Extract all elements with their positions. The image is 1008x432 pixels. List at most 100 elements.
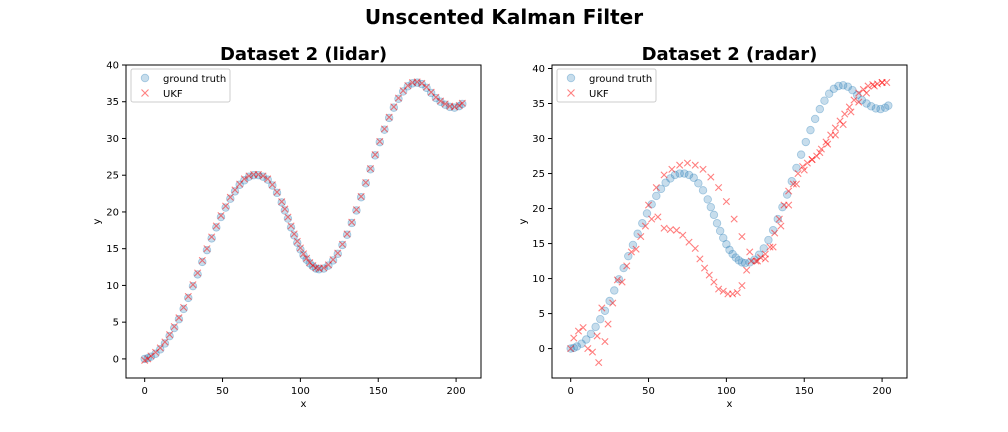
lidar-ground-truth-point [151,349,160,358]
radar-ukf-point [719,287,727,295]
lidar-ukf-point [198,256,206,265]
radar-legend-ukf-label: UKF [589,89,609,100]
lidar-legend-ukf-label: UKF [163,89,183,100]
lidar-y-tick-label: 10 [106,281,119,292]
radar-ground-truth-point [876,104,885,114]
radar-ground-truth-point [596,314,605,324]
lidar-ukf-point [338,240,347,248]
radar-ground-truth-point [703,195,712,204]
lidar-x-tick-label: 150 [369,386,388,397]
lidar-chart-title: Dataset 2 (lidar) [220,44,387,65]
radar-ukf-point [609,299,617,307]
lidar-ukf-point [287,222,295,230]
lidar-ground-truth-point [293,238,302,248]
radar-x-tick-label: 150 [795,386,814,397]
radar-ground-truth-point [801,137,810,147]
radar-ukf-point [831,124,839,132]
radar-y-tick-label: 25 [532,169,545,180]
lidar-ukf-point [147,352,155,360]
radar-ukf-point [785,201,793,209]
radar-ukf-point [676,161,684,169]
radar-ukf-point [570,334,578,342]
radar-ukf-point [654,213,662,221]
radar-ground-truth-point [759,244,768,253]
lidar-ukf-point [240,175,248,183]
figure-suptitle: Unscented Kalman Filter [365,5,643,29]
lidar-ukf-point [180,303,188,312]
radar-ground-truth-point [712,219,722,228]
lidar-ukf-point [264,175,272,183]
radar-x-axis-label: x [727,399,733,410]
lidar-ukf-point [175,314,183,322]
radar-plot-layer [566,78,893,367]
radar-x-tick-label: 200 [873,386,892,397]
radar-ukf-point [710,278,718,286]
lidar-ukf-point [290,230,298,238]
radar-ukf-point [761,255,769,263]
radar-x-tick-label: 100 [717,386,736,397]
radar-ukf-point [696,255,704,263]
radar-ukf-point [660,224,668,232]
radar-ukf-point [579,323,587,332]
radar-ukf-point [574,327,583,335]
lidar-y-tick-label: 5 [113,318,119,329]
radar-ukf-point [769,243,777,251]
radar-ukf-point [707,173,715,181]
lidar-ukf-point [156,344,164,352]
radar-ground-truth-point [715,226,725,236]
radar-ground-truth-point [737,258,747,267]
lidar-ukf-point [404,81,412,90]
lidar-x-tick-label: 200 [447,386,466,397]
lidar-ukf-point [357,192,365,201]
radar-ground-truth-point [834,81,843,91]
lidar-ground-truth-point [286,223,296,232]
lidar-ukf-point [441,100,449,108]
radar-ukf-point [803,159,811,167]
radar-ukf-point [845,103,853,111]
radar-ground-truth-point [722,240,731,249]
lidar-legend-box [130,68,231,103]
radar-ground-truth-point [719,233,728,243]
lidar-ukf-point [348,218,356,226]
radar-ukf-point [752,257,760,265]
lidar-ukf-point [450,103,459,111]
radar-ground-truth-point [815,104,825,114]
radar-ukf-point [588,348,597,356]
radar-y-tick-label: 10 [532,274,545,285]
radar-legend: ground truth UKF [556,68,657,103]
lidar-ground-truth-point [174,315,184,324]
radar-ground-truth-point [624,251,633,261]
radar-axes-frame [551,64,908,379]
radar-ground-truth-point [734,256,744,265]
lidar-ground-truth-point [202,245,212,255]
radar-ukf-point [870,82,878,90]
lidar-ukf-point [299,250,308,258]
lidar-ukf-point [413,78,421,86]
radar-ground-truth-point [670,170,680,180]
radar-ground-truth-point [684,170,694,180]
lidar-legend: ground truth UKF [130,68,231,103]
lidar-ground-truth-point [156,345,165,354]
lidar-ground-truth-point [193,270,202,279]
radar-ukf-point [850,96,858,104]
radar-ground-truth-point [824,89,834,98]
radar-ukf-point [715,183,723,192]
radar-ukf-point [862,89,871,97]
lidar-ticks: 0 50 100 150 200 0 5 10 15 20 25 30 35 40 [106,61,465,398]
radar-ground-truth-point [787,177,796,186]
radar-ukf-point [855,98,863,106]
radar-ukf-point [746,248,754,256]
lidar-y-tick-label: 20 [106,207,119,218]
radar-ukf-point [738,232,746,241]
lidar-ukf-point [203,245,211,253]
radar-ukf-point [873,80,882,88]
radar-ukf-point [601,337,609,346]
radar-ukf-point [777,222,785,230]
radar-ukf-point [672,226,681,234]
radar-ukf-point [816,148,824,157]
radar-y-tick-label: 0 [539,344,545,355]
lidar-ukf-point [296,244,304,252]
lidar-plot-layer [140,78,467,364]
radar-ukf-point [730,215,738,223]
